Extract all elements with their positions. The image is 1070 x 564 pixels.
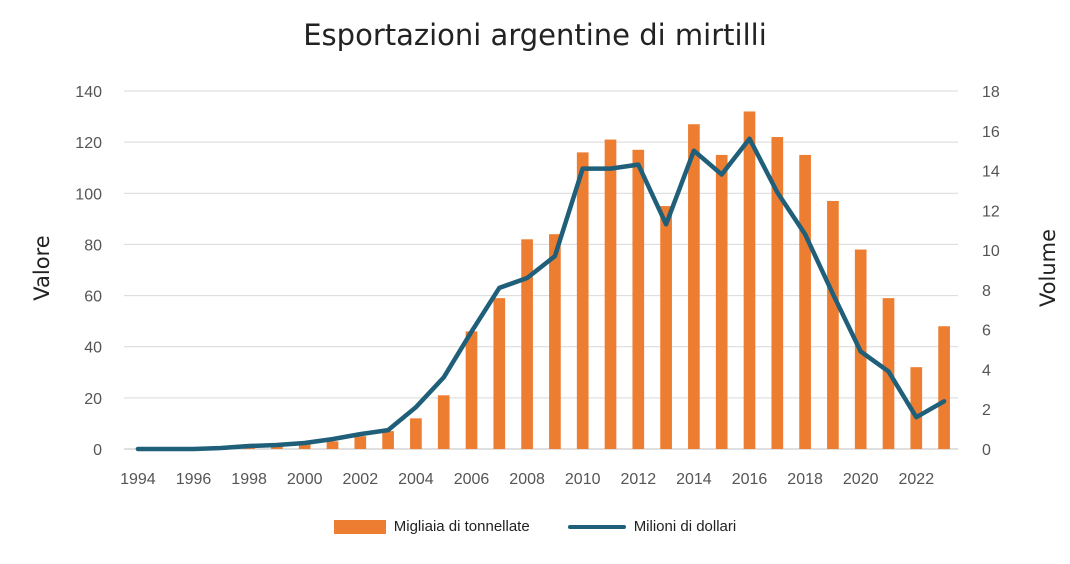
- bar: [465, 331, 478, 449]
- legend: Migliaia di tonnellate Milioni di dollar…: [0, 518, 1070, 535]
- bar: [771, 137, 784, 449]
- legend-label-bars: Migliaia di tonnellate: [393, 518, 530, 535]
- x-tick-label: 2006: [454, 471, 490, 488]
- bar: [632, 149, 645, 450]
- y2-tick-label: 18: [982, 84, 1000, 101]
- series-line: [135, 136, 947, 452]
- bar: [827, 200, 839, 449]
- bar: [660, 206, 672, 449]
- bar: [688, 124, 700, 449]
- bar: [271, 446, 283, 449]
- bar: [576, 152, 589, 449]
- y-tick-label: 0: [93, 442, 102, 459]
- x-tick-label: 2014: [676, 471, 712, 488]
- y-tick-label: 80: [84, 237, 102, 254]
- x-tick-label: 2018: [787, 471, 823, 488]
- bar: [715, 154, 728, 449]
- legend-item-bars: Migliaia di tonnellate: [333, 518, 530, 535]
- bar: [938, 326, 950, 449]
- bar: [298, 443, 311, 449]
- x-tick-label: 2010: [565, 471, 601, 488]
- y2-tick-label: 10: [982, 243, 1000, 260]
- x-tick-label: 1996: [176, 471, 212, 488]
- y-tick-label: 140: [75, 84, 102, 101]
- y2-tick-label: 16: [982, 124, 1000, 141]
- legend-label-line: Milioni di dollari: [633, 518, 737, 535]
- bar: [493, 298, 506, 449]
- bar: [604, 139, 617, 450]
- bar: [382, 431, 394, 449]
- bar: [437, 395, 450, 449]
- bar: [910, 367, 923, 449]
- y2-tick-label: 6: [982, 323, 991, 340]
- bar: [354, 436, 367, 449]
- y2-tick-label: 0: [982, 442, 991, 459]
- y-tick-label: 60: [84, 289, 102, 306]
- y2-tick-label: 14: [982, 164, 1000, 181]
- y2-tick-label: 2: [982, 402, 991, 419]
- bar: [243, 447, 255, 449]
- bar: [326, 441, 339, 449]
- y-tick-label: 120: [75, 135, 102, 152]
- x-tick-label: 2008: [509, 471, 545, 488]
- bar: [743, 111, 756, 449]
- legend-item-line: Milioni di dollari: [567, 518, 737, 535]
- legend-swatch-line: [567, 524, 626, 529]
- x-tick-label: 2004: [398, 471, 434, 488]
- y2-tick-label: 12: [982, 203, 1000, 220]
- bar: [549, 234, 561, 449]
- x-tick-label: 1994: [120, 471, 156, 488]
- x-tick-label: 2022: [899, 471, 935, 488]
- x-tick-label: 2000: [287, 471, 323, 488]
- bar: [410, 418, 422, 449]
- y-tick-label: 40: [84, 340, 102, 357]
- chart-title: Esportazioni argentine di mirtilli: [303, 18, 767, 52]
- y2-tick-label: 4: [982, 362, 991, 379]
- bar: [521, 239, 533, 449]
- legend-swatch-bars: [333, 519, 386, 534]
- x-tick-label: 2016: [732, 471, 768, 488]
- y2-tick-label: 8: [982, 283, 991, 300]
- x-tick-label: 2002: [343, 471, 379, 488]
- y-tick-label: 20: [84, 391, 102, 408]
- bar: [799, 154, 811, 449]
- x-tick-label: 1998: [231, 471, 267, 488]
- x-tick-label: 2012: [621, 471, 657, 488]
- x-tick-label: 2020: [843, 471, 879, 488]
- y-tick-label: 100: [75, 186, 102, 203]
